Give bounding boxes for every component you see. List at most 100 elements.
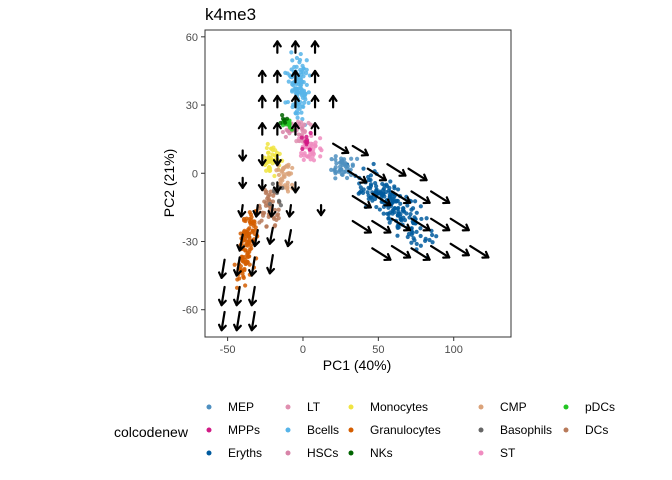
x-tick-label: -50 [220,344,236,356]
data-point [267,166,273,171]
velocity-arrow [390,244,412,259]
data-point [318,136,323,141]
data-point [408,212,413,217]
data-point [414,229,419,234]
velocity-arrow [351,194,372,209]
velocity-arrow [410,190,431,205]
data-point [366,193,371,198]
arrow-head [257,122,267,130]
velocity-arrow [290,94,300,109]
arrow-head [233,269,242,277]
data-point [300,104,305,109]
data-point [392,194,397,199]
data-point [307,147,312,152]
legend-label: Basophils [500,423,552,437]
data-point [266,197,272,202]
data-point [402,218,408,223]
legend-label: Eryths [228,446,262,460]
data-point [285,71,290,76]
arrow-shaft [371,192,392,207]
velocity-arrow [332,142,350,155]
data-point [396,211,401,216]
data-point [266,150,271,155]
arrow-shaft [235,285,241,307]
velocity-arrow [238,149,248,162]
arrow-head [272,69,282,77]
data-point [288,171,294,176]
velocity-arrow [257,122,267,136]
data-point [392,206,397,211]
data-point [381,187,386,193]
velocity-arrow [449,242,470,257]
arrow-head [402,250,412,259]
arrow-shaft [390,217,412,232]
data-point [430,232,435,238]
data-point [410,230,415,235]
velocity-arrow [371,247,392,262]
velocity-arrow [257,153,267,167]
arrow-head [359,175,368,184]
data-point [344,175,350,181]
data-point [388,179,393,184]
data-point [374,204,379,210]
data-point [280,166,286,171]
arrow-shaft [469,244,490,259]
legend-title: colcodenew [114,424,189,440]
arrow-head [422,253,431,262]
data-point [266,214,271,219]
data-point [281,171,286,177]
data-point [232,262,237,267]
data-point [311,158,317,163]
velocity-arrow [233,256,242,277]
velocity-arrow [248,256,257,277]
arrow-shaft [430,244,451,259]
arrow-shaft [220,285,226,307]
data-point [270,199,276,204]
data-point [280,129,285,135]
data-point [409,207,414,212]
data-point [366,196,371,202]
arrow-head [272,122,282,130]
y-tick-label: 0 [192,168,198,180]
data-point [282,118,287,123]
arrow-head [257,184,267,192]
data-point [249,246,254,251]
data-point [253,225,258,230]
velocity-arrow [351,219,372,234]
data-point [265,141,270,147]
data-point [299,93,304,98]
velocity-arrow [430,244,451,259]
data-point [297,60,302,65]
data-point [244,239,249,244]
arrow-head [257,94,267,103]
velocity-arrow [272,69,282,84]
data-point [300,146,305,152]
arrow-head [290,122,300,130]
legend-key: ST [478,446,516,460]
legend-label: Bcells [307,423,339,437]
data-point [398,217,403,222]
data-point [392,184,397,189]
arrow-head [217,271,227,279]
data-point [427,237,432,243]
data-point [264,145,269,151]
arrow-head [266,266,276,275]
arrow-head [419,173,428,182]
data-point [299,69,304,74]
legend-swatch [348,450,354,456]
data-point [319,148,324,153]
data-point [308,130,313,136]
velocity-arrow [217,310,227,332]
data-point [299,126,304,131]
velocity-arrow [407,167,428,182]
arrow-head [267,210,277,218]
data-point [290,82,295,87]
arrow-shaft [268,226,274,245]
velocity-arrow [236,233,246,252]
data-point [365,190,370,195]
velocity-arrow [267,204,277,218]
arrow-shaft [371,247,392,261]
velocity-arrow [328,94,338,109]
velocity-arrow [316,204,326,217]
